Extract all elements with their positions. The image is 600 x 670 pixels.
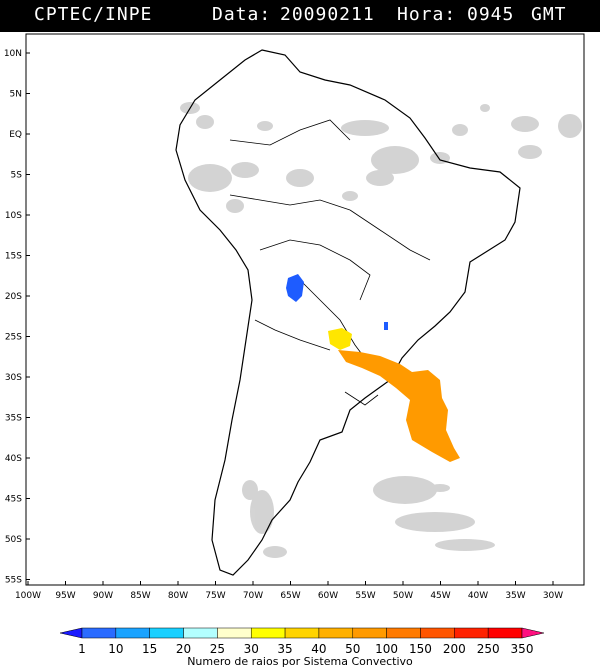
latitude-label: 55S <box>5 576 22 586</box>
longitude-label: 65W <box>280 591 300 601</box>
colorbar-caption: Numero de raios por Sistema Convectivo <box>187 655 413 668</box>
colorbar-cell <box>521 627 545 639</box>
longitude-labels: 100W 95W 90W 85W 80W 75W 70W 65W 60W 55W 50W 45W 40W… <box>15 581 563 601</box>
latitude-label: 40S <box>5 454 22 464</box>
hour-value: 0945 <box>467 4 515 25</box>
cell-yellow <box>328 328 352 350</box>
longitude-label: 45W <box>430 591 450 601</box>
longitude-label: 100W <box>15 591 41 601</box>
latitude-label: 15S <box>5 252 22 262</box>
longitude-label: 35W <box>505 591 525 601</box>
latitude-labels: 10N 5N EQ 5S 10S 15S 20S 25S 30S 35S 40S 45S 50S 55S <box>4 49 30 586</box>
colorbar-tick-label: 15 <box>142 642 157 656</box>
latitude-label: 45S <box>5 495 22 505</box>
longitude-label: 70W <box>243 591 263 601</box>
hour-label: Hora: <box>397 4 457 25</box>
cell-orange <box>338 350 460 462</box>
longitude-label: 90W <box>93 591 113 601</box>
latitude-label: 25S <box>5 333 22 343</box>
colorbar-cell <box>250 627 286 639</box>
colorbar-tick-label: 20 <box>176 642 191 656</box>
colorbar-tick-label: 350 <box>511 642 534 656</box>
colorbar-cell <box>115 627 150 639</box>
colorbar-tick-label: 40 <box>311 642 326 656</box>
colorbar-cell <box>59 627 83 639</box>
cloud-cover <box>180 102 582 558</box>
country-borders <box>229 119 431 406</box>
colorbar-tick-label: 10 <box>108 642 123 656</box>
date-label: Data: <box>212 4 272 25</box>
latitude-label: 5N <box>10 90 22 100</box>
map-header: CPTEC/INPE Data: 20090211 Hora: 0945 GMT <box>0 0 600 32</box>
colorbar-cell <box>454 627 489 639</box>
colorbar-cell <box>352 627 387 639</box>
colorbar-ticks: 1 10 15 20 25 30 35 40 50 100 150 200 250 350 <box>78 642 533 656</box>
colorbar-cell <box>149 627 184 639</box>
cell-blue <box>286 274 304 302</box>
longitude-label: 95W <box>55 591 75 601</box>
colorbar-cell <box>420 627 455 639</box>
colorbar-tick-label: 100 <box>375 642 398 656</box>
map-frame <box>25 33 585 586</box>
latitude-label: 50S <box>5 535 22 545</box>
longitude-label: 75W <box>205 591 225 601</box>
latitude-label: 10N <box>4 49 22 59</box>
longitude-label: 85W <box>130 591 150 601</box>
latitude-label: 35S <box>5 414 22 424</box>
longitude-label: 30W <box>543 591 563 601</box>
colorbar-tick-label: 150 <box>409 642 432 656</box>
latitude-label: 5S <box>11 171 23 181</box>
longitude-label: 60W <box>318 591 338 601</box>
colorbar-tick-label: 30 <box>244 642 259 656</box>
colorbar-cell <box>81 627 117 639</box>
longitude-label: 55W <box>355 591 375 601</box>
colorbar-cell <box>217 627 252 639</box>
latitude-label: EQ <box>9 130 22 140</box>
colorbar-tick-label: 25 <box>210 642 225 656</box>
latitude-label: 20S <box>5 292 22 302</box>
colorbar-tick-label: 50 <box>345 642 360 656</box>
colorbar-cell <box>386 627 421 639</box>
colorbar-cell <box>318 627 354 639</box>
longitude-label: 40W <box>468 591 488 601</box>
timezone-label: GMT <box>531 4 567 25</box>
colorbar-cell <box>487 627 523 639</box>
latitude-label: 10S <box>5 211 22 221</box>
colorbar-tick-label: 250 <box>477 642 500 656</box>
colorbar-tick-label: 35 <box>277 642 292 656</box>
cell-blue-small <box>384 322 388 330</box>
colorbar-cell <box>284 627 320 639</box>
colorbar-tick-label: 200 <box>443 642 466 656</box>
latitude-label: 30S <box>5 373 22 383</box>
convective-cells <box>286 274 460 462</box>
continent-outline <box>175 49 521 576</box>
colorbar-tick-label: 1 <box>78 642 86 656</box>
lightning-map: 10N5NEQ5S10S15S20S25S30S35S40S45S50S55S … <box>4 33 585 601</box>
colorbar: 1 10 15 20 25 30 35 40 50 100 150 200 250 350 <box>59 627 545 656</box>
colorbar-cells <box>59 627 545 639</box>
colorbar-cell <box>183 627 218 639</box>
date-value: 20090211 <box>280 4 375 25</box>
longitude-label: 50W <box>393 591 413 601</box>
source-label: CPTEC/INPE <box>34 4 153 25</box>
longitude-label: 80W <box>168 591 188 601</box>
